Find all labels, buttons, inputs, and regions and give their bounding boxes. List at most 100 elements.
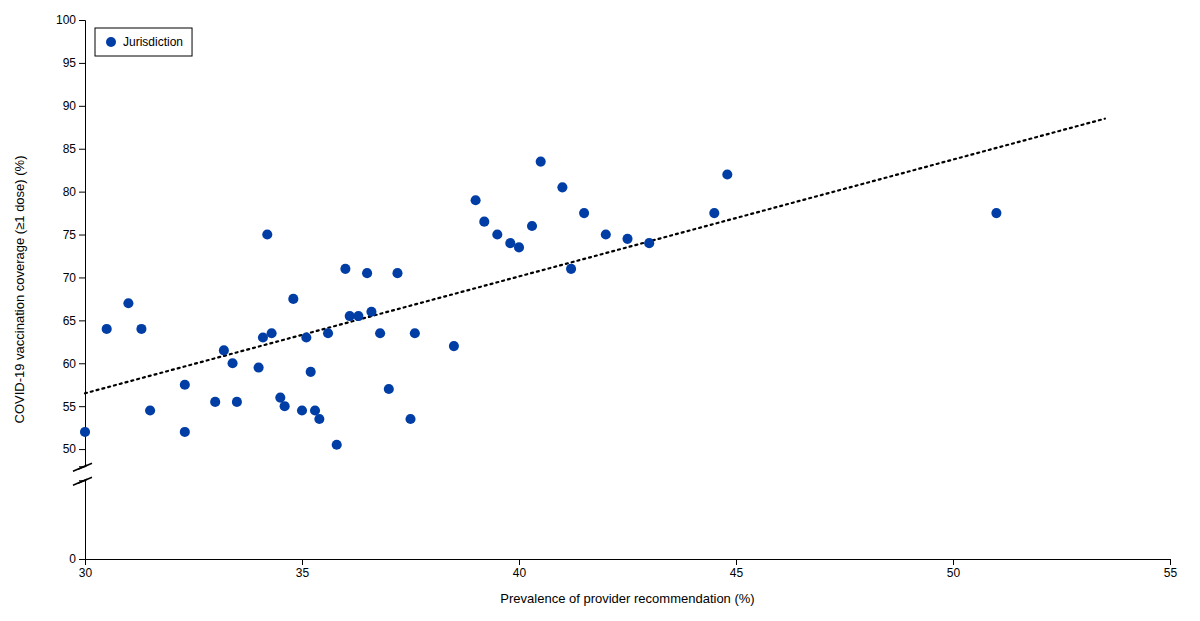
axis-line — [79, 481, 86, 560]
axis-break-mark — [73, 479, 87, 485]
panel: 030 35 40 45 50 55 — [69, 481, 1177, 580]
tick: 55 — [63, 400, 85, 414]
point — [622, 234, 632, 244]
tick-mark — [79, 149, 85, 150]
tick: 50 — [63, 442, 85, 456]
tick-mark — [79, 106, 85, 107]
tick-label: 50 — [947, 566, 961, 580]
point — [557, 182, 567, 192]
point — [527, 221, 537, 231]
point — [136, 324, 146, 334]
axis: 50 55 60 65 70 75 80 85 90 95 100 — [56, 13, 86, 466]
tick: 55 — [1164, 559, 1178, 580]
tick-label: 65 — [63, 314, 77, 328]
axis: 0 — [69, 481, 85, 567]
point — [405, 414, 415, 424]
point — [392, 268, 402, 278]
tick: 30 — [79, 559, 93, 580]
tick: 95 — [63, 56, 85, 70]
tick-label: 95 — [63, 56, 77, 70]
point — [228, 358, 238, 368]
tick-label: 30 — [79, 566, 93, 580]
tick: 65 — [63, 314, 85, 328]
point — [301, 332, 311, 342]
chart: 50 55 60 65 70 75 80 85 90 95 100 Jurisdiction 030 35… — [0, 0, 1200, 621]
axis-line — [79, 21, 86, 467]
tick-mark — [79, 192, 85, 193]
point — [362, 268, 372, 278]
point — [180, 427, 190, 437]
tick-label: 45 — [730, 566, 744, 580]
point — [566, 264, 576, 274]
tick-mark — [1170, 559, 1171, 565]
tick: 50 — [947, 559, 961, 580]
point — [601, 229, 611, 239]
x-axis-title: Prevalence of provider recommendation (%… — [500, 591, 754, 606]
tick-mark — [79, 406, 85, 407]
point — [505, 238, 515, 248]
tick-mark — [79, 63, 85, 64]
point — [254, 363, 264, 373]
tick-mark — [79, 20, 85, 21]
axis-line — [86, 560, 1171, 566]
tick: 40 — [513, 559, 527, 580]
axis-break — [73, 463, 92, 485]
tick-mark — [85, 559, 86, 565]
tick: 100 — [56, 13, 85, 27]
tick-mark — [79, 320, 85, 321]
point — [180, 380, 190, 390]
point — [375, 328, 385, 338]
legend-label: Jurisdiction — [123, 35, 183, 49]
tick-label: 50 — [63, 442, 77, 456]
tick: 90 — [63, 99, 85, 113]
marks — [80, 119, 1105, 450]
tick-mark — [79, 277, 85, 278]
point — [579, 208, 589, 218]
point — [310, 405, 320, 415]
point — [314, 414, 324, 424]
tick: 70 — [63, 271, 85, 285]
point — [514, 242, 524, 252]
point — [332, 440, 342, 450]
point — [479, 217, 489, 227]
tick-mark — [79, 363, 85, 364]
tick-mark — [736, 559, 737, 565]
tick-mark — [79, 559, 85, 560]
point — [384, 384, 394, 394]
tick-mark — [302, 559, 303, 565]
point — [297, 405, 307, 415]
tick: 0 — [69, 552, 85, 566]
y-axis-title: COVID-19 vaccination coverage (≥1 dose) … — [12, 156, 27, 424]
axis-break-mark — [73, 465, 87, 471]
tick-label: 75 — [63, 228, 77, 242]
point — [275, 393, 285, 403]
point — [80, 427, 90, 437]
point — [102, 324, 112, 334]
tick-label: 0 — [69, 552, 76, 566]
point — [340, 264, 350, 274]
point — [210, 397, 220, 407]
tick-label: 40 — [513, 566, 527, 580]
tick-label: 80 — [63, 185, 77, 199]
point — [345, 311, 355, 321]
tick-label: 70 — [63, 271, 77, 285]
tick-label: 85 — [63, 142, 77, 156]
point — [722, 169, 732, 179]
trend-line — [85, 119, 1105, 394]
tick-label: 35 — [296, 566, 310, 580]
tick-mark — [79, 449, 85, 450]
tick-label: 60 — [63, 357, 77, 371]
legend-symbol — [106, 37, 116, 47]
point — [145, 405, 155, 415]
tick: 80 — [63, 185, 85, 199]
point — [709, 208, 719, 218]
point — [280, 401, 290, 411]
point — [644, 238, 654, 248]
point — [492, 229, 502, 239]
point — [471, 195, 481, 205]
point — [219, 345, 229, 355]
point — [410, 328, 420, 338]
tick: 45 — [730, 559, 744, 580]
point — [123, 298, 133, 308]
point — [366, 307, 376, 317]
